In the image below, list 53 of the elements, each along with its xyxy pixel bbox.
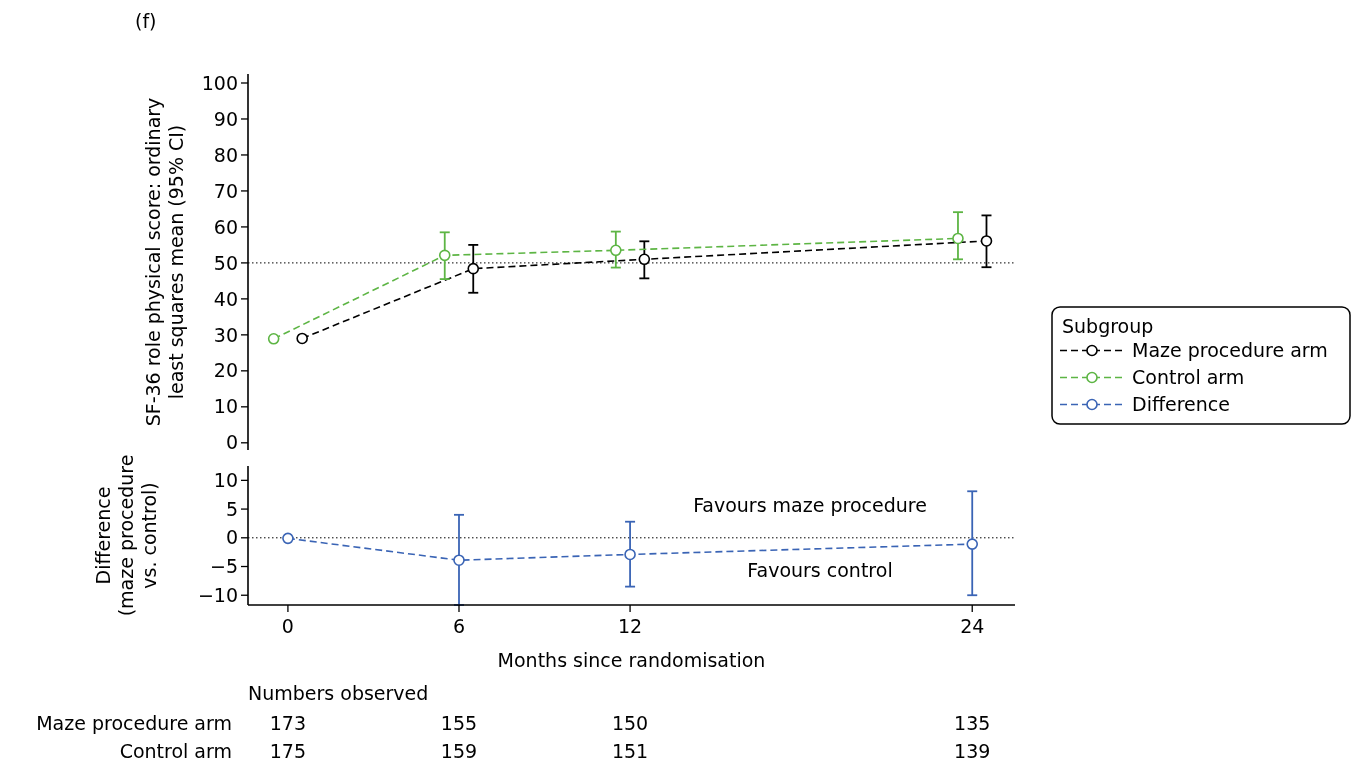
text: 151	[611, 740, 649, 762]
y-tick-label: 0	[225, 526, 238, 549]
y-tick-label: 40	[213, 287, 238, 310]
y-tick-label: 0	[225, 431, 238, 454]
x-axis-title: Months since randomisation	[497, 649, 766, 671]
y-tick-label: 100	[201, 71, 238, 94]
x-tick-label: 12	[617, 615, 643, 637]
y-tick-label: −5	[209, 555, 238, 578]
x-tick-label: 0	[281, 615, 294, 637]
point	[610, 244, 622, 257]
text: 159	[440, 740, 478, 762]
y-axis-title: SF-36 role physical score: ordinary least squares mean (95% CI)	[142, 97, 187, 427]
y-tick-label: 90	[213, 107, 238, 130]
y-tick-label: 10	[213, 469, 238, 492]
text: 173	[269, 712, 307, 734]
point	[952, 232, 964, 245]
y-tick-label: 10	[213, 395, 238, 418]
x-tick-label: 24	[960, 615, 985, 637]
text: 139	[954, 740, 991, 762]
y-tick-label: −10	[197, 583, 238, 606]
legend-title: Subgroup	[1062, 315, 1154, 337]
point	[638, 253, 651, 266]
text: 135	[954, 712, 991, 734]
point	[966, 538, 979, 550]
point	[453, 554, 465, 566]
legend-label: Difference	[1132, 393, 1230, 416]
annotation: Favours control	[747, 559, 893, 582]
point	[467, 262, 480, 275]
text: 175	[269, 740, 307, 762]
annotation: Favours maze procedure	[693, 494, 927, 517]
x-tick-label: 6	[452, 615, 466, 637]
text: Numbers observed	[248, 682, 429, 704]
y-tick-label: 50	[213, 251, 238, 274]
y-tick-label: 20	[213, 359, 238, 382]
text: Control arm	[119, 740, 232, 762]
y-tick-label: 80	[213, 143, 238, 166]
y-tick-label: 70	[213, 179, 238, 202]
point	[267, 333, 280, 345]
text: 155	[440, 712, 478, 734]
y-tick-label: 30	[213, 323, 238, 346]
y-axis-title: Difference (maze procedure vs. control)	[92, 454, 160, 617]
legend-label: Maze procedure arm	[1132, 339, 1328, 362]
chart-title: (f)	[135, 10, 157, 32]
point	[438, 249, 451, 262]
y-tick-label: 5	[225, 497, 238, 520]
point	[296, 332, 308, 345]
point	[624, 548, 636, 561]
text: 150	[611, 712, 649, 734]
point	[980, 235, 993, 247]
y-tick-label: 60	[213, 215, 238, 238]
legend-label: Control arm	[1132, 366, 1245, 389]
text: Maze procedure arm	[36, 712, 232, 734]
point	[282, 532, 294, 545]
